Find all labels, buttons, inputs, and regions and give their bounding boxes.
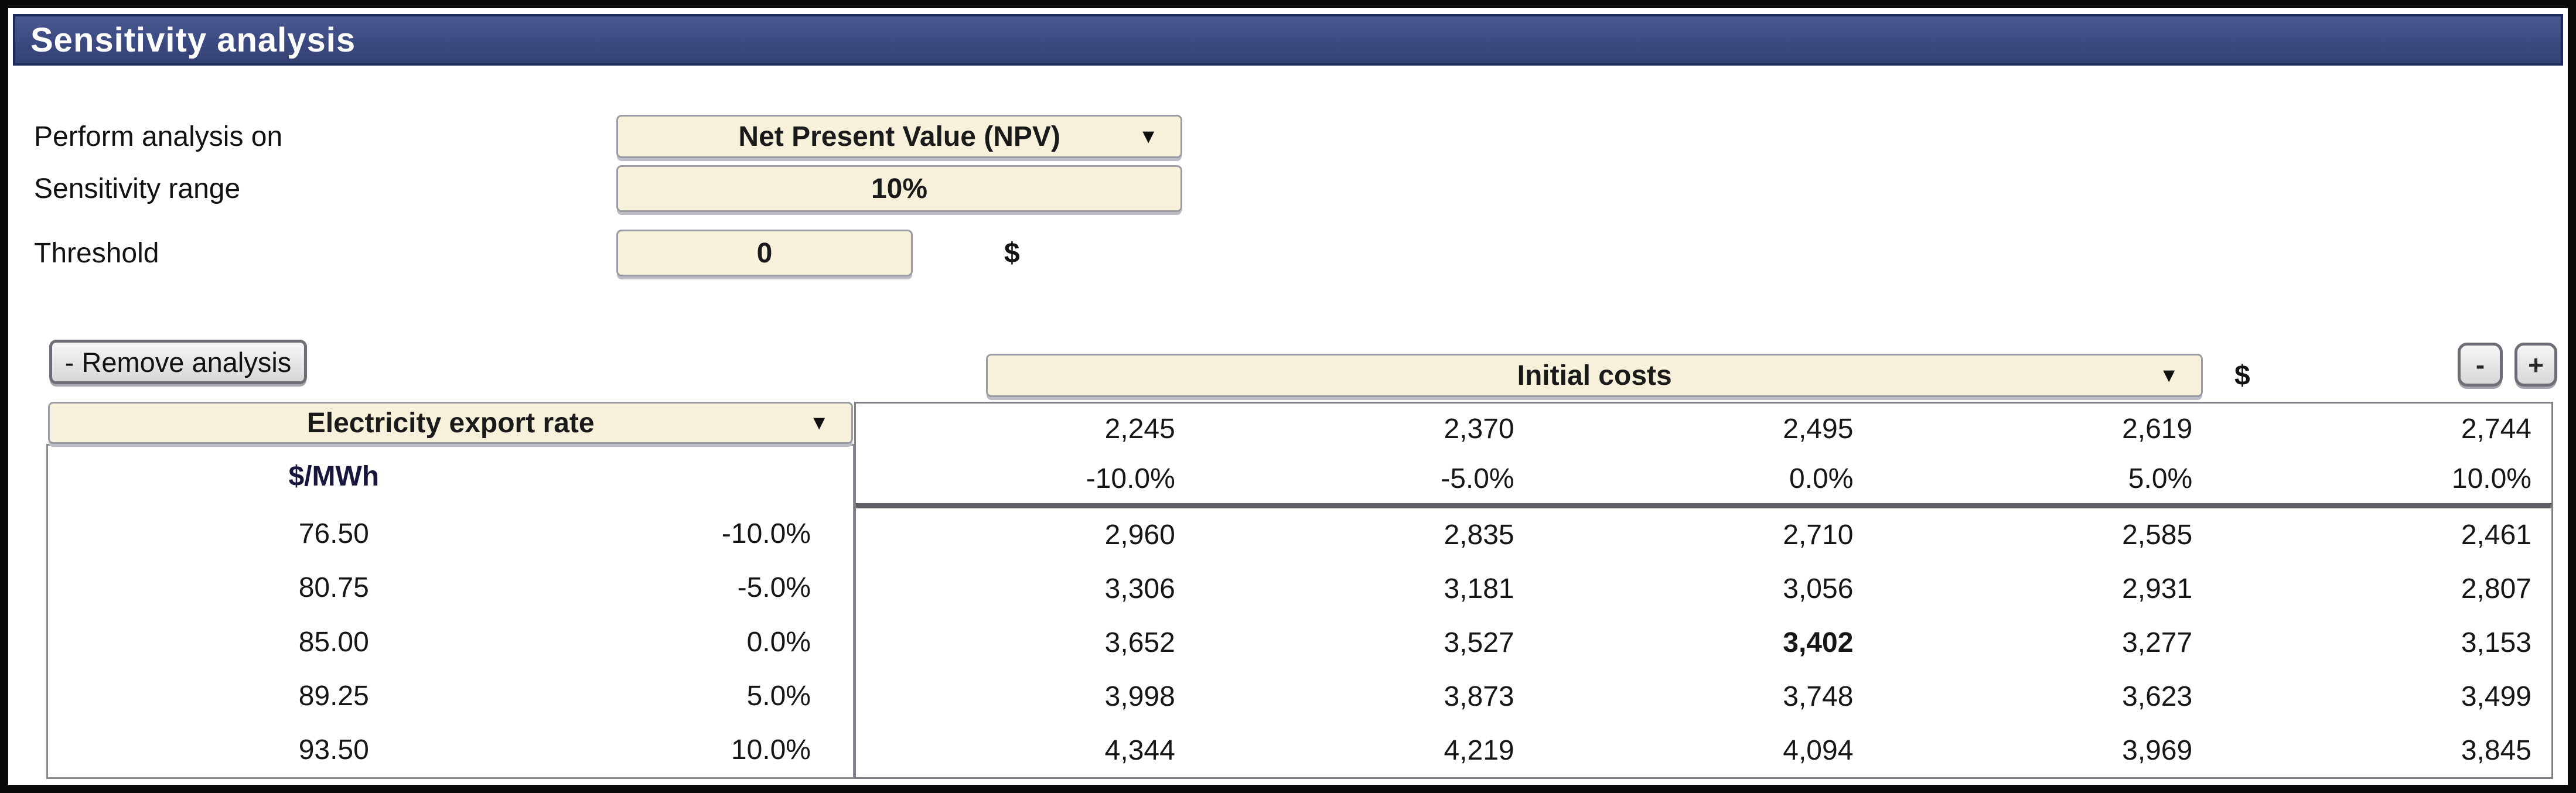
matrix-cell: 2,931: [2122, 573, 2193, 605]
row-header-row: 76.50 -10.0%: [48, 507, 853, 560]
row-header-value: 89.25: [298, 680, 369, 712]
panel-title-bar: Sensitivity analysis: [13, 14, 2563, 66]
matrix-cell: 3,998: [1104, 681, 1175, 712]
matrix-cell: 3,527: [1444, 627, 1514, 658]
matrix-cell: 4,219: [1444, 734, 1514, 766]
column-header-value: 2,619: [2122, 413, 2193, 445]
threshold-label: Threshold: [34, 237, 159, 269]
row-unit-band: $/MWh: [48, 446, 853, 507]
row-header-percent: -5.0%: [737, 572, 811, 604]
column-percents-row: -10.0% -5.0% 0.0% 5.0% 10.0%: [856, 454, 2551, 503]
matrix-row: 3,306 3,181 3,056 2,931 2,807: [856, 562, 2551, 616]
column-header-value: 2,495: [1783, 413, 1854, 445]
matrix-cell: 3,056: [1783, 573, 1854, 605]
row-header-block: $/MWh 76.50 -10.0% 80.75 -5.0% 85.00 0.0% 89.2…: [46, 444, 855, 779]
matrix-row: 3,998 3,873 3,748 3,623 3,499: [856, 669, 2551, 723]
row-header-value: 80.75: [298, 572, 369, 604]
page-title: Sensitivity analysis: [30, 20, 356, 59]
matrix-cell: 3,499: [2461, 681, 2531, 712]
column-parameter-value: Initial costs: [1517, 360, 1672, 391]
column-header-percent: 10.0%: [2451, 463, 2531, 494]
threshold-unit-label: $: [1004, 237, 1020, 269]
sensitivity-range-label: Sensitivity range: [34, 173, 241, 204]
row-header-percent: 5.0%: [746, 680, 811, 712]
sensitivity-range-input[interactable]: 10%: [616, 165, 1182, 212]
matrix-row: 3,652 3,527 3,402 3,277 3,153: [856, 616, 2551, 670]
matrix-cell: 4,344: [1104, 734, 1175, 766]
matrix-cell: 3,748: [1783, 681, 1854, 712]
threshold-input[interactable]: 0: [616, 230, 913, 276]
row-header-value: 76.50: [298, 518, 369, 549]
chevron-down-icon: ▼: [1138, 125, 1158, 148]
column-header-value: 2,370: [1444, 413, 1514, 445]
matrix-cell: 2,807: [2461, 573, 2531, 605]
column-parameter-unit-label: $: [2234, 360, 2250, 391]
perform-analysis-on-value: Net Present Value (NPV): [738, 121, 1060, 152]
row-header-percent: 0.0%: [746, 626, 811, 658]
matrix-divider: [856, 503, 2551, 508]
matrix-cell: 2,835: [1444, 519, 1514, 551]
sensitivity-range-value: 10%: [871, 173, 928, 204]
matrix-cell: 3,652: [1104, 627, 1175, 658]
perform-analysis-on-dropdown[interactable]: Net Present Value (NPV) ▼: [616, 115, 1182, 158]
matrix-cell: 4,094: [1783, 734, 1854, 766]
increase-range-button[interactable]: +: [2514, 343, 2557, 387]
matrix-cell: 2,710: [1783, 519, 1854, 551]
matrix-cell: 3,277: [2122, 627, 2193, 658]
column-header-percent: 5.0%: [2128, 463, 2193, 494]
matrix-row: 2,960 2,835 2,710 2,585 2,461: [856, 508, 2551, 562]
row-header-row: 80.75 -5.0%: [48, 560, 853, 614]
chevron-down-icon: ▼: [809, 412, 829, 434]
row-header-value: 93.50: [298, 734, 369, 766]
column-header-percent: 0.0%: [1789, 463, 1854, 494]
remove-analysis-button[interactable]: - Remove analysis: [49, 340, 307, 384]
matrix-cell: 2,585: [2122, 519, 2193, 551]
column-header-percent: -10.0%: [1086, 463, 1175, 494]
matrix-cell: 3,181: [1444, 573, 1514, 605]
panel-background: Sensitivity analysis Perform analysis on…: [8, 8, 2568, 785]
row-parameter-unit-label: $/MWh: [288, 460, 380, 492]
decrease-range-button[interactable]: -: [2458, 343, 2503, 387]
row-header-row: 85.00 0.0%: [48, 615, 853, 669]
column-parameter-dropdown[interactable]: Initial costs ▼: [986, 354, 2203, 397]
matrix-cell: 2,461: [2461, 519, 2531, 551]
chevron-down-icon: ▼: [2159, 364, 2179, 387]
matrix-cell: 3,153: [2461, 627, 2531, 658]
matrix-cell: 3,969: [2122, 734, 2193, 766]
perform-analysis-on-label: Perform analysis on: [34, 121, 283, 152]
row-parameter-value: Electricity export rate: [306, 407, 595, 439]
row-header-value: 85.00: [298, 626, 369, 658]
matrix-cell: 3,845: [2461, 734, 2531, 766]
matrix-row: 4,344 4,219 4,094 3,969 3,845: [856, 723, 2551, 777]
matrix-cell: 3,623: [2122, 681, 2193, 712]
row-header-percent: -10.0%: [721, 518, 811, 549]
matrix-cell: 3,873: [1444, 681, 1514, 712]
matrix-cell: 2,960: [1104, 519, 1175, 551]
row-header-row: 89.25 5.0%: [48, 669, 853, 723]
row-header-percent: 10.0%: [731, 734, 811, 766]
matrix-base-cell: 3,402: [1783, 627, 1854, 658]
row-header-row: 93.50 10.0%: [48, 723, 853, 777]
matrix-cell: 3,306: [1104, 573, 1175, 605]
row-parameter-dropdown[interactable]: Electricity export rate ▼: [48, 402, 853, 444]
column-header-percent: -5.0%: [1441, 463, 1514, 494]
sensitivity-matrix: 2,245 2,370 2,495 2,619 2,744 -10.0% -5.0% 0.0…: [854, 402, 2553, 779]
column-header-value: 2,744: [2461, 413, 2531, 445]
column-values-row: 2,245 2,370 2,495 2,619 2,744: [856, 404, 2551, 454]
threshold-value: 0: [756, 237, 773, 269]
column-header-value: 2,245: [1104, 413, 1175, 445]
